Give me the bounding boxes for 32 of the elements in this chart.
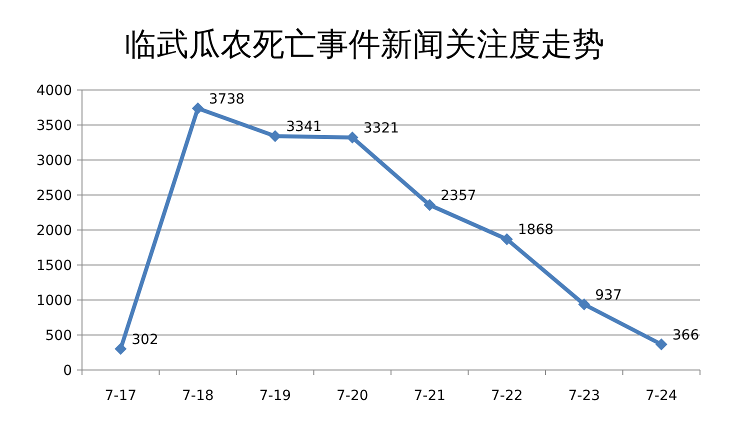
data-label: 3738 [208, 91, 245, 108]
y-tick-label: 2000 [36, 223, 72, 239]
point [500, 233, 513, 246]
data-label: 302 [132, 332, 158, 348]
data-label: 366 [672, 327, 700, 344]
x-tick-label: 7-22 [490, 388, 523, 404]
data-label: 1868 [518, 222, 554, 238]
y-tick-label: 500 [45, 328, 72, 344]
y-tick-label: 3500 [36, 118, 72, 134]
x-tick-label: 7-19 [259, 388, 292, 404]
y-tick-label: 1500 [36, 258, 72, 274]
x-tick-label: 7-20 [336, 388, 368, 404]
point [578, 298, 590, 310]
y-tick-label: 1000 [36, 293, 72, 309]
x-tick-label: 7-24 [645, 388, 678, 404]
x-tick-label: 7-23 [568, 388, 600, 404]
y-tick-label: 3000 [36, 153, 72, 169]
x-tick-label: 7-18 [182, 388, 214, 404]
data-label: 937 [595, 287, 622, 304]
point [192, 102, 204, 114]
y-tick-label: 4000 [36, 83, 72, 99]
y-tick-label: 0 [63, 363, 72, 379]
point [114, 342, 127, 355]
x-tick-label: 7-17 [104, 388, 137, 404]
chart-title: 临武瓜农死亡事件新闻关注度走势 [124, 25, 604, 63]
data-label: 3321 [363, 120, 400, 137]
y-tick-label: 2500 [36, 188, 72, 204]
point [655, 338, 668, 350]
point [424, 199, 436, 212]
x-tick-label: 7-21 [414, 388, 446, 404]
data-label: 2357 [440, 188, 476, 204]
data-label: 3341 [286, 119, 322, 136]
